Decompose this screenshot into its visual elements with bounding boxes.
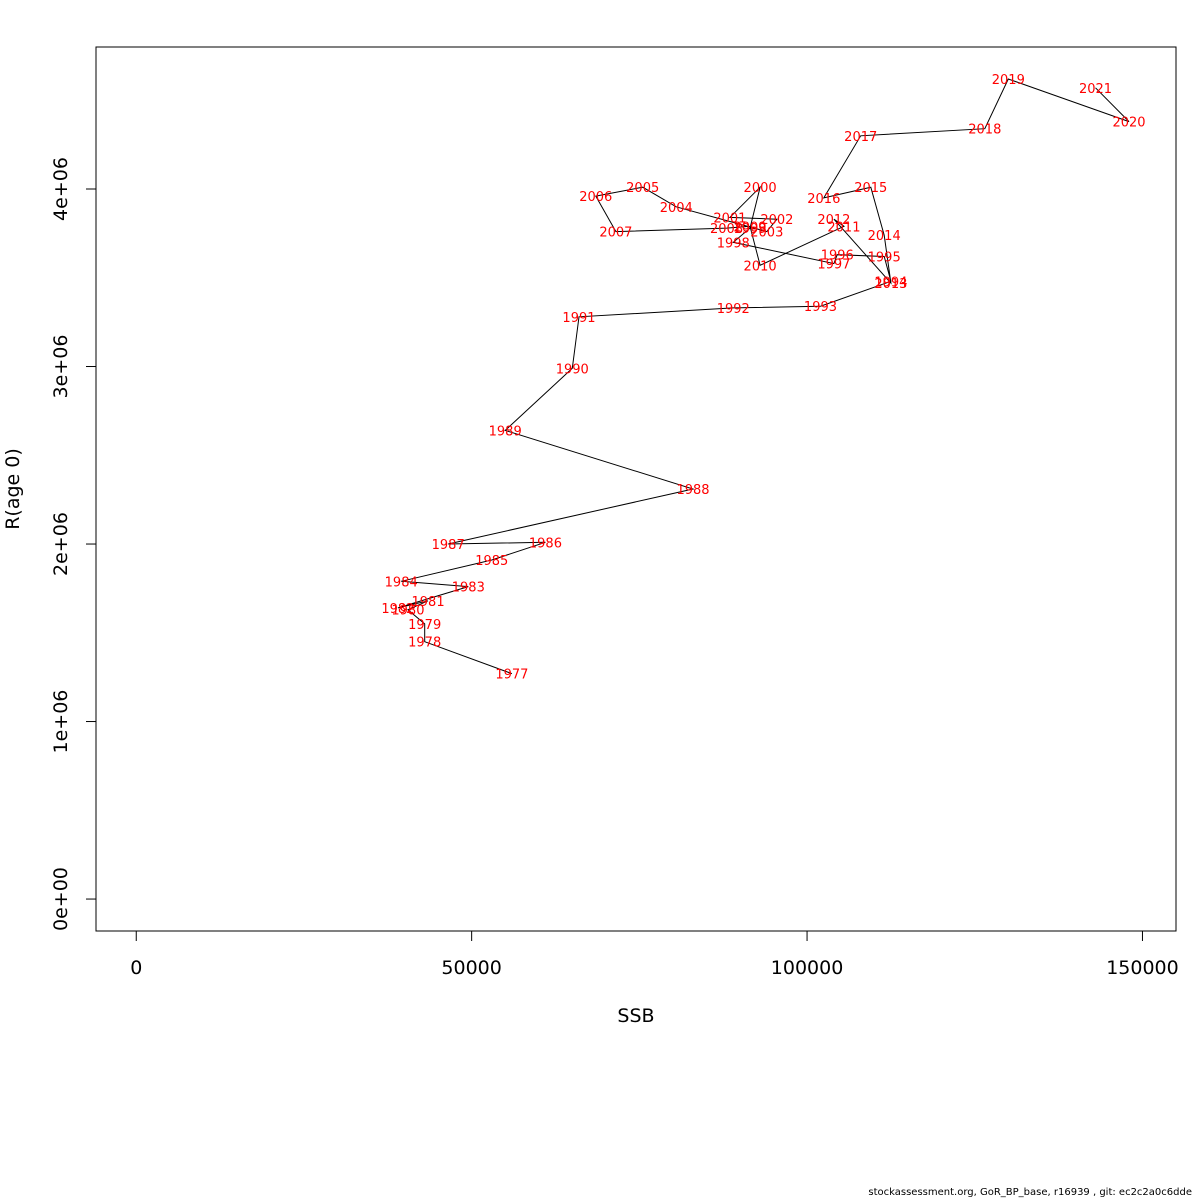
- point-label-2007: 2007: [599, 226, 632, 241]
- point-label-2019: 2019: [992, 73, 1025, 88]
- point-label-1991: 1991: [562, 311, 595, 326]
- point-label-2020: 2020: [1112, 116, 1145, 131]
- point-label-2016: 2016: [807, 192, 840, 207]
- point-label-1993: 1993: [804, 300, 837, 315]
- point-label-1987: 1987: [432, 538, 465, 553]
- point-label-1979: 1979: [408, 618, 441, 633]
- point-label-2014: 2014: [868, 229, 901, 244]
- x-axis: 0 50000 100000 150000: [130, 930, 1179, 979]
- point-label-1998: 1998: [717, 236, 750, 251]
- point-label-1977: 1977: [495, 668, 528, 683]
- plot-frame: [95, 46, 1177, 932]
- point-label-2003: 2003: [750, 226, 783, 241]
- point-label-1980: 1980: [391, 604, 424, 619]
- y-tick-label: 3e+06: [50, 335, 72, 399]
- point-label-1999: 1999: [733, 222, 766, 237]
- point-label-2015: 2015: [854, 181, 887, 196]
- point-label-1982: 1982: [381, 602, 414, 617]
- point-label-1983: 1983: [452, 581, 485, 596]
- y-tick-label: 1e+06: [50, 690, 72, 754]
- point-label-1984: 1984: [385, 575, 418, 590]
- point-label-2013: 2013: [874, 277, 907, 292]
- point-label-1989: 1989: [489, 424, 522, 439]
- point-label-1981: 1981: [412, 595, 445, 610]
- point-label-2017: 2017: [844, 130, 877, 145]
- y-axis-title: R(age 0): [2, 448, 24, 530]
- point-label-2002: 2002: [760, 213, 793, 228]
- y-tick-label: 4e+06: [50, 157, 72, 221]
- x-tick-label: 0: [130, 957, 142, 979]
- point-label-1996: 1996: [821, 249, 854, 264]
- point-label-1990: 1990: [556, 362, 589, 377]
- y-tick-label: 0e+00: [50, 867, 72, 931]
- point-label-2008: 2008: [710, 222, 743, 237]
- point-label-2009: 2009: [733, 220, 766, 235]
- y-axis: 0e+00 1e+06 2e+06 3e+06 4e+06: [50, 157, 97, 931]
- point-label-1995: 1995: [868, 250, 901, 265]
- point-label-2004: 2004: [660, 201, 693, 216]
- point-label-1988: 1988: [676, 483, 709, 498]
- x-tick-label: 100000: [771, 957, 844, 979]
- point-label-1992: 1992: [717, 302, 750, 317]
- y-tick-label: 2e+06: [50, 512, 72, 576]
- x-tick-label: 150000: [1106, 957, 1179, 979]
- point-label-1986: 1986: [529, 536, 562, 551]
- point-label-2001: 2001: [713, 211, 746, 226]
- point-label-2012: 2012: [817, 213, 850, 228]
- point-label-1994: 1994: [874, 275, 907, 290]
- x-tick-label: 50000: [441, 957, 501, 979]
- point-label-2011: 2011: [827, 220, 860, 235]
- point-label-1985: 1985: [475, 554, 508, 569]
- x-axis-title: SSB: [617, 1005, 654, 1027]
- footer-credit: stockassessment.org, GoR_BP_base, r16939…: [868, 1187, 1192, 1198]
- point-label-2006: 2006: [579, 190, 612, 205]
- point-label-1997: 1997: [817, 258, 850, 273]
- point-label-2000: 2000: [744, 181, 777, 196]
- point-label-2021: 2021: [1079, 82, 1112, 97]
- point-label-2010: 2010: [744, 259, 777, 274]
- point-label-1978: 1978: [408, 636, 441, 651]
- point-label-2005: 2005: [626, 181, 659, 196]
- recruitment-trajectory-line: [397, 78, 1130, 675]
- point-label-2018: 2018: [968, 123, 1001, 138]
